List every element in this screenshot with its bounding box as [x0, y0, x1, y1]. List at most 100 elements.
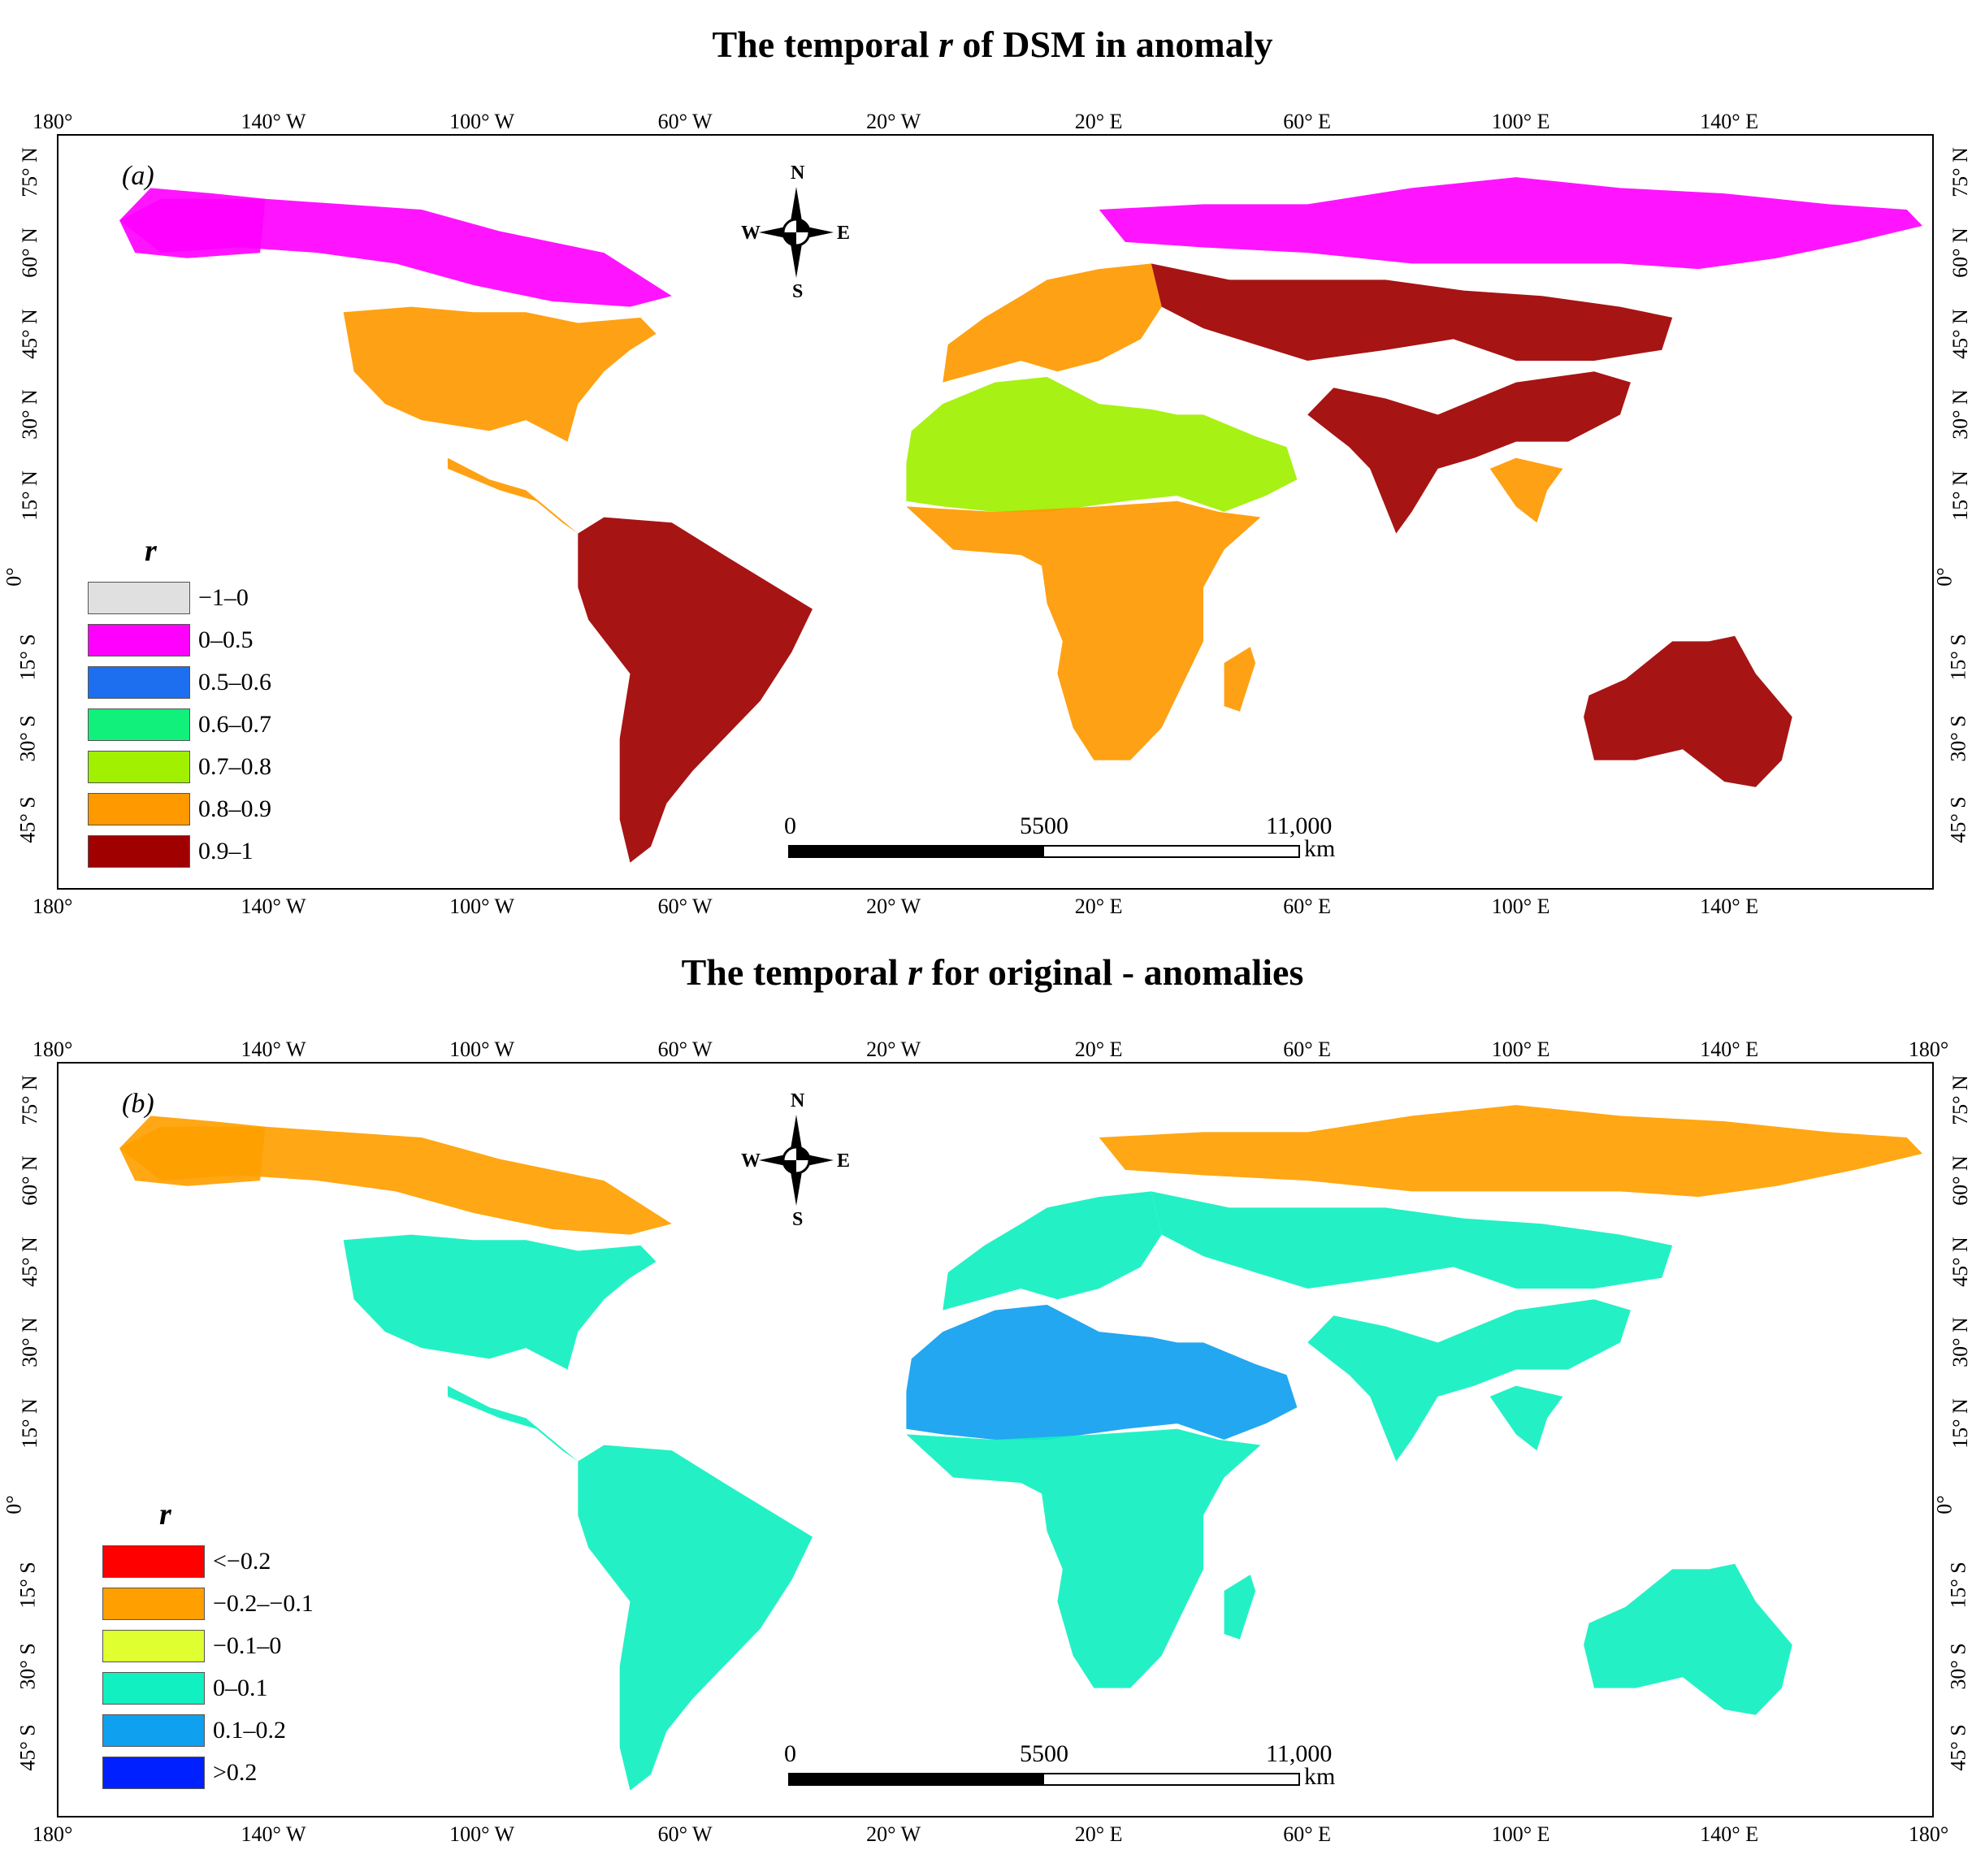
compass-e-label: E [837, 223, 851, 244]
legend-b: r <−0.2 −0.2–−0.1 −0.1–0 0–0.1 0.1–0.2 >0.2 [102, 1497, 314, 1794]
legend-item-a: 0–0.5 [88, 619, 271, 661]
legend-label-a: 0.5–0.6 [198, 669, 271, 695]
compass-n-label: N [791, 1090, 805, 1111]
panel-label-a: (a) [122, 161, 154, 191]
lat-tick-left-a: 15° N [17, 470, 41, 521]
legend-label-a: −1–0 [198, 584, 249, 611]
panel-b-title: The temporal r for original - anomalies [681, 951, 1304, 993]
legend-swatch-a [88, 793, 190, 825]
legend-label-a: 0.6–0.7 [198, 711, 271, 738]
compass-s-label: S [792, 281, 804, 302]
scale-label: 5500 [1020, 812, 1068, 839]
lon-tick-top-a: 140° W [241, 110, 306, 133]
lat-tick-right-b: 45° S [1946, 1723, 1970, 1771]
lat-tick-right-a: 45° S [1946, 795, 1970, 843]
land-madag-a [1224, 647, 1256, 712]
land-samerica-b [578, 1445, 813, 1791]
scale-unit: km [1304, 835, 1336, 862]
compass-w-label: W [741, 223, 761, 244]
land-alaska-b [119, 1116, 266, 1186]
legend-swatch-b [102, 1714, 205, 1747]
lat-tick-right-a: 60° N [1948, 227, 1972, 278]
legend-swatch-a [88, 666, 190, 699]
lat-tick-left-b: 0° [2, 1495, 26, 1514]
legend-item-b: 0–0.1 [102, 1667, 314, 1709]
lat-tick-left-a: 15° S [15, 634, 40, 682]
lat-tick-right-a: 45° N [1948, 308, 1972, 359]
lon-tick-bottom-b: 100° E [1491, 1822, 1550, 1846]
legend-swatch-a [88, 751, 190, 783]
lat-tick-left-a: 0° [2, 567, 26, 587]
lon-tick-bottom-a: 100° W [449, 895, 515, 918]
legend-label-b: −0.1–0 [213, 1632, 282, 1659]
land-india-b [1307, 1299, 1631, 1462]
scale-label: 5500 [1020, 1740, 1068, 1767]
lon-tick-bottom-a: 60° W [657, 895, 713, 918]
lon-tick-bottom-b: 180° [33, 1822, 73, 1846]
north-arrow-compass-icon: N S W E [741, 1090, 850, 1230]
lat-tick-right-b: 15° S [1946, 1562, 1970, 1610]
scale-unit: km [1304, 1763, 1336, 1790]
lon-tick-top-b: 20° E [1074, 1038, 1123, 1061]
lon-tick-top-a: 20° E [1074, 110, 1123, 133]
map-panel-b: 180° 140° W 100° W 60° W 20° W 20° E 60° E 100°… [0, 1025, 1985, 1846]
legend-swatch-b [102, 1757, 205, 1789]
land-madag-b [1224, 1575, 1256, 1640]
lat-tick-right-b: 30° S [1946, 1643, 1970, 1690]
lon-tick-bottom-a: 140° W [241, 895, 306, 918]
legend-label-b: 0–0.1 [213, 1675, 268, 1701]
compass-s-label: S [792, 1209, 804, 1230]
land-central-b [448, 1385, 579, 1462]
lat-tick-right-a: 0° [1932, 567, 1957, 587]
lat-tick-right-b: 30° N [1948, 1317, 1972, 1368]
legend-label-b: >0.2 [213, 1759, 258, 1786]
land-dry-b [1151, 1191, 1673, 1289]
lon-tick-bottom-a: 60° E [1283, 895, 1331, 918]
lon-tick-top-a: 60° W [657, 110, 713, 133]
scale-label: 0 [784, 1740, 796, 1767]
land-europe-a [943, 263, 1162, 383]
lon-tick-top-b: 180° [33, 1038, 73, 1061]
legend-label-a: 0–0.5 [198, 626, 254, 653]
lon-tick-top-a: 60° E [1283, 110, 1331, 133]
north-arrow-compass-icon: N S W E [741, 162, 850, 302]
land-map-b [119, 1105, 1922, 1791]
land-desert-b [906, 1304, 1298, 1440]
legend-swatch-a [88, 624, 190, 656]
land-desert-a [906, 376, 1298, 512]
legend-a: r −1–0 0–0.5 0.5–0.6 0.6–0.7 0.7–0.8 0.8–0.9 0.… [88, 533, 271, 873]
lon-tick-bottom-b: 140° E [1700, 1822, 1759, 1846]
legend-label-b: <−0.2 [213, 1548, 271, 1575]
lat-tick-left-b: 30° S [15, 1643, 40, 1690]
legend-item-a: 0.9–1 [88, 830, 271, 873]
lat-tick-left-b: 15° S [15, 1562, 40, 1610]
legend-label-a: 0.9–1 [198, 838, 254, 864]
lon-tick-top-b: 100° E [1491, 1038, 1550, 1061]
lat-tick-right-a: 15° N [1948, 470, 1972, 521]
legend-item-a: 0.6–0.7 [88, 704, 271, 746]
panel-label-b: (b) [122, 1089, 154, 1119]
lon-tick-bottom-b: 140° W [241, 1822, 306, 1846]
legend-label-b: 0.1–0.2 [213, 1717, 286, 1744]
lat-tick-left-a: 60° N [17, 227, 41, 278]
legend-item-a: 0.5–0.6 [88, 661, 271, 704]
legend-swatch-b [102, 1630, 205, 1662]
lon-tick-top-a: 20° W [866, 110, 921, 133]
scale-bar-graphic [788, 1773, 1300, 1786]
lat-tick-left-a: 75° N [17, 146, 41, 197]
scale-label: 11,000 [1266, 1740, 1333, 1767]
lat-tick-right-b: 15° N [1948, 1398, 1972, 1449]
lon-tick-top-b: 100° W [449, 1038, 515, 1061]
lat-tick-right-b: 0° [1932, 1495, 1957, 1514]
legend-item-b: −0.2–−0.1 [102, 1583, 314, 1625]
lat-tick-right-b: 75° N [1948, 1074, 1972, 1125]
land-tropic-b [906, 1428, 1261, 1688]
lat-tick-left-b: 30° N [17, 1317, 41, 1368]
land-temperate-a [343, 306, 657, 442]
lat-tick-right-a: 15° S [1946, 634, 1970, 682]
legend-label-b: −0.2–−0.1 [213, 1590, 314, 1617]
land-seasia-a [1489, 457, 1563, 523]
land-samerica-a [578, 517, 813, 863]
legend-swatch-a [88, 835, 190, 868]
lon-tick-top-b: 60° E [1283, 1038, 1331, 1061]
